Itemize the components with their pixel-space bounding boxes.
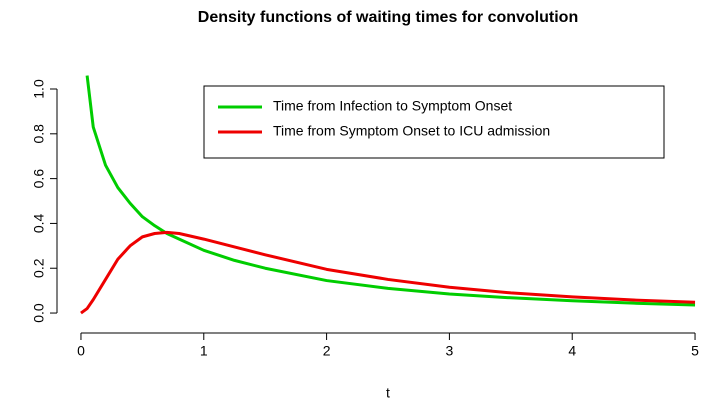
x-tick-label: 5 [691, 343, 699, 359]
x-tick-label: 4 [568, 343, 576, 359]
legend-label: Time from Infection to Symptom Onset [273, 98, 512, 114]
y-tick-label: 1.0 [31, 79, 47, 99]
y-tick-label: 0.0 [31, 303, 47, 323]
x-tick-label: 0 [77, 343, 85, 359]
y-tick-label: 0.6 [31, 169, 47, 189]
y-tick-label: 0.2 [31, 258, 47, 278]
x-tick-label: 1 [200, 343, 208, 359]
chart-title: Density functions of waiting times for c… [198, 9, 578, 26]
x-tick-label: 3 [446, 343, 454, 359]
legend-box [203, 85, 665, 159]
y-tick-label: 0.8 [31, 124, 47, 144]
legend-label: Time from Symptom Onset to ICU admission [273, 123, 550, 139]
series-line [80, 230, 696, 315]
x-tick-label: 2 [323, 343, 331, 359]
series-line [85, 75, 696, 307]
x-axis-label: t [386, 385, 390, 401]
y-tick-label: 0.4 [31, 213, 47, 233]
